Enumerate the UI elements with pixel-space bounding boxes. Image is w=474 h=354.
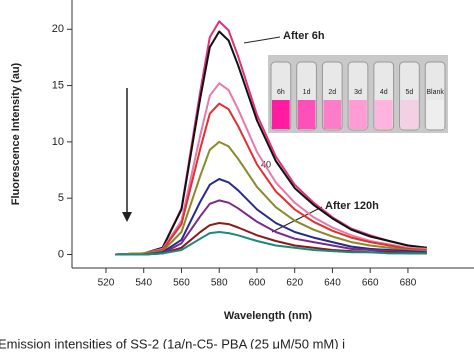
x-tick-label: 600 <box>249 278 266 289</box>
vial-liquid <box>349 100 367 129</box>
vial-label: 3d <box>354 89 362 96</box>
series-line <box>115 178 427 256</box>
series-line <box>115 231 427 256</box>
caption: Emission intensities of SS-2 (1a/n-C5- P… <box>0 336 345 349</box>
x-tick-label: 580 <box>211 278 228 289</box>
vial-label: 4d <box>380 89 388 96</box>
x-tick-label: 520 <box>98 278 115 289</box>
annotation: After 120h <box>325 200 379 212</box>
annotation-arrow <box>243 36 281 44</box>
series-line <box>115 199 427 256</box>
annotation: 40 <box>261 159 271 169</box>
annotation-arrow <box>271 206 323 233</box>
series-line <box>115 140 427 256</box>
y-tick-label: 10 <box>52 136 64 148</box>
y-tick-label: 20 <box>52 23 64 35</box>
vial-liquid <box>374 100 393 129</box>
vial-liquid <box>297 100 316 129</box>
vial-liquid <box>426 100 444 129</box>
x-tick-label: 560 <box>173 278 190 289</box>
x-tick-label: 620 <box>286 278 303 289</box>
vial-label: 1d <box>303 89 311 96</box>
annotation: After 6h <box>283 30 325 42</box>
vial-liquid <box>272 100 290 129</box>
vial-label: 2d <box>328 89 336 96</box>
vial-label: Blank <box>426 89 444 96</box>
vial-liquid <box>323 100 342 129</box>
y-tick-label: 0 <box>58 248 64 260</box>
vial-liquid <box>400 100 419 129</box>
y-axis-label: Fluorescence Intensity (au) <box>10 62 22 205</box>
series-line <box>115 30 427 256</box>
vial-label: 5d <box>406 89 414 96</box>
y-tick-label: 15 <box>52 79 64 91</box>
series-line <box>115 102 427 256</box>
x-tick-label: 540 <box>135 278 152 289</box>
x-tick-label: 660 <box>362 278 379 289</box>
x-tick-label: 640 <box>324 278 341 289</box>
x-axis-label: Wavelength (nm) <box>224 310 313 322</box>
trend-arrowhead <box>122 212 132 222</box>
vial-label: 6h <box>277 89 285 96</box>
inset-photo: 6h 1d 2d 3d 4d 5d Blank <box>268 55 448 133</box>
y-tick-label: 5 <box>58 192 64 204</box>
x-tick-label: 680 <box>400 278 417 289</box>
